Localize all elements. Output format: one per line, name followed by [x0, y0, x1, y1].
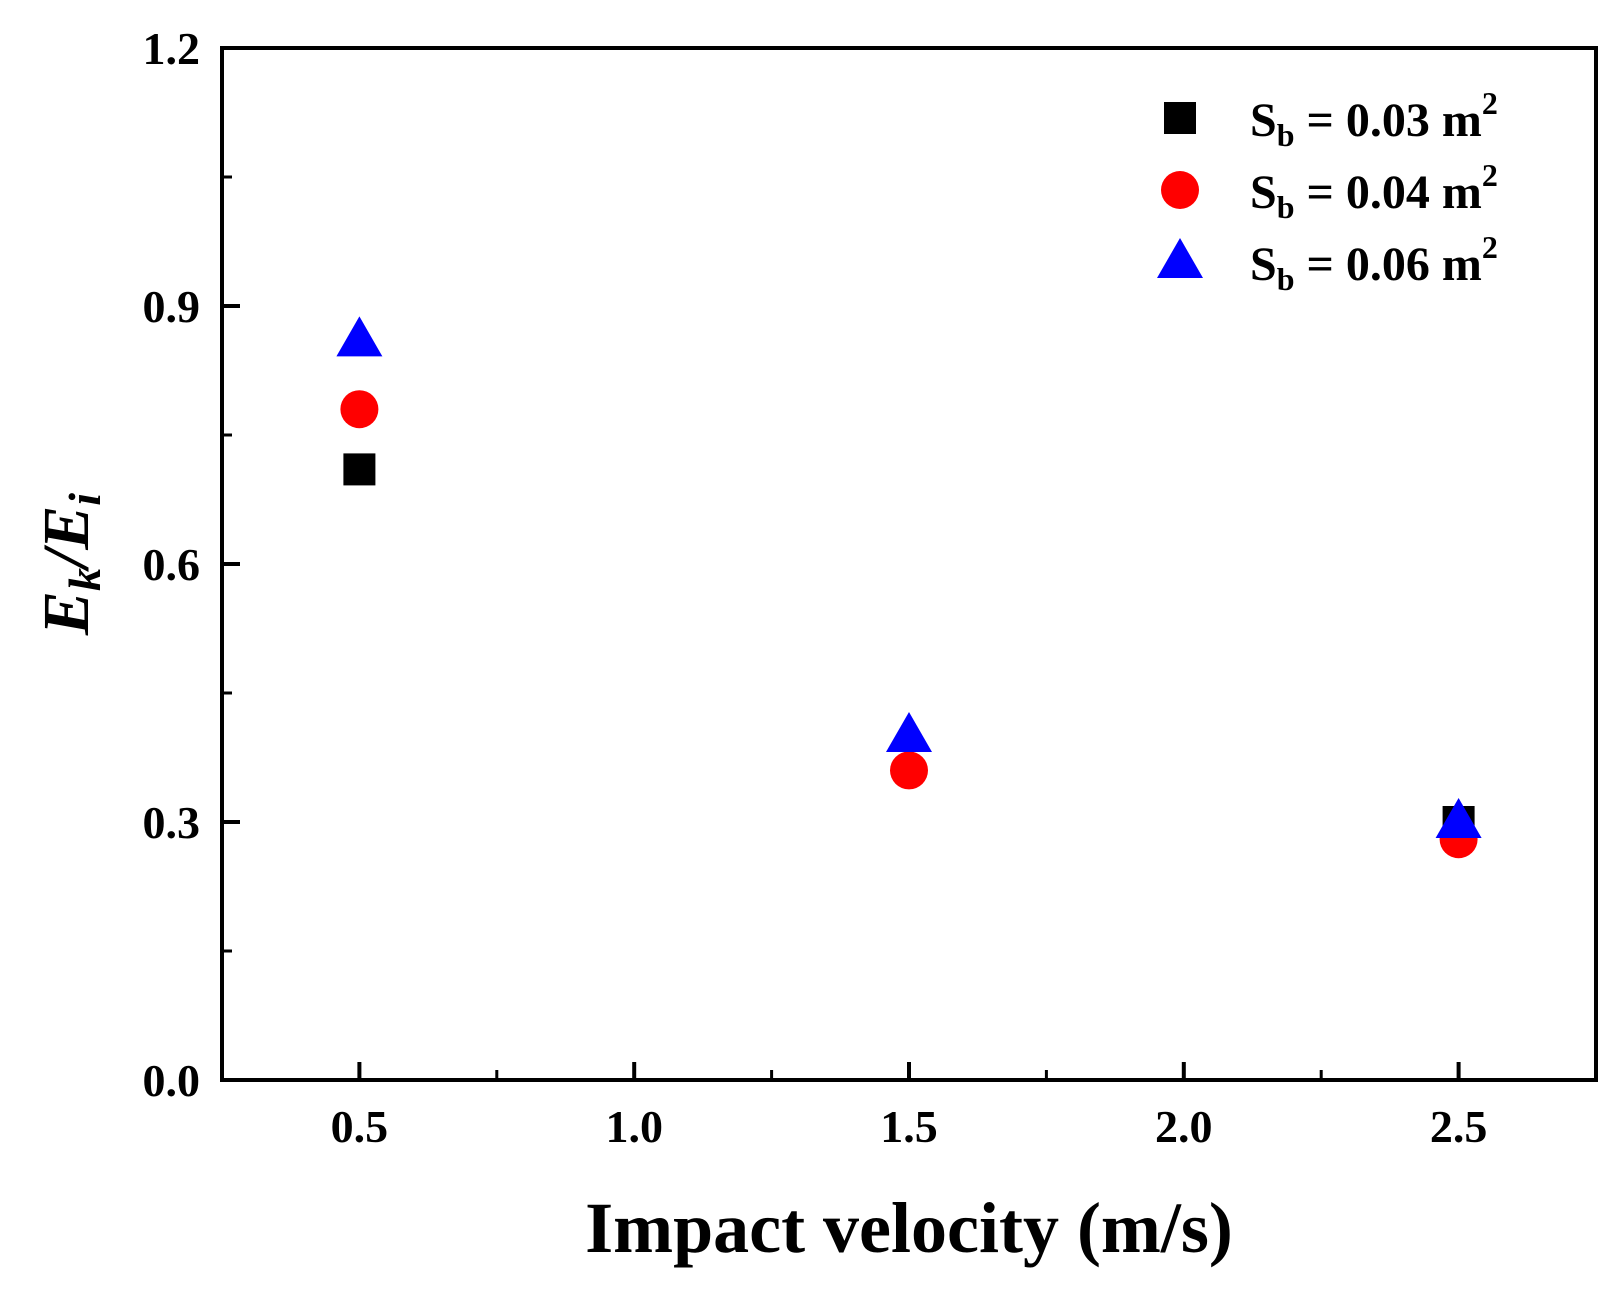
y-tick-label: 1.2: [143, 23, 201, 74]
legend-label: Sb = 0.04 m2: [1250, 157, 1498, 225]
y-tick-label: 0.3: [143, 797, 201, 848]
x-tick-label: 1.0: [605, 1101, 663, 1152]
tick-marks: [222, 46, 1461, 1082]
data-point-square: [343, 453, 376, 486]
legend-marker-square: [1164, 102, 1196, 134]
tick-labels: 0.5 1.0 1.5 2.0 2.5 0.0 0.3 0.6 0.9 1.2: [143, 23, 1488, 1152]
y-tick-label: 0.6: [143, 539, 201, 590]
legend-label: Sb = 0.03 m2: [1250, 85, 1498, 153]
data-point-circle: [890, 751, 928, 790]
y-axis-label: Ek/Ei: [30, 493, 110, 636]
legend-marker-circle: [1161, 171, 1199, 209]
y-label-sub-i: i: [59, 493, 110, 506]
data-point-triangle: [336, 316, 383, 357]
x-tick-label: 2.5: [1430, 1101, 1488, 1152]
y-tick-label: 0.0: [143, 1055, 201, 1106]
data-points: [336, 316, 1482, 859]
x-tick-label: 0.5: [331, 1101, 389, 1152]
data-point-circle: [340, 390, 379, 429]
y-label-main: E: [30, 591, 103, 636]
y-label-sep: /E: [30, 506, 103, 572]
x-tick-label: 1.5: [880, 1101, 938, 1152]
legend-marker-triangle: [1157, 238, 1203, 278]
x-tick-label: 2.0: [1155, 1101, 1213, 1152]
y-label-sub-k: k: [59, 568, 110, 591]
data-point-triangle: [886, 712, 932, 752]
y-tick-label: 0.9: [143, 281, 201, 332]
data-point-triangle: [1435, 798, 1482, 838]
x-axis-label: Impact velocity (m/s): [585, 1188, 1233, 1268]
legend-label: Sb = 0.06 m2: [1250, 229, 1498, 297]
